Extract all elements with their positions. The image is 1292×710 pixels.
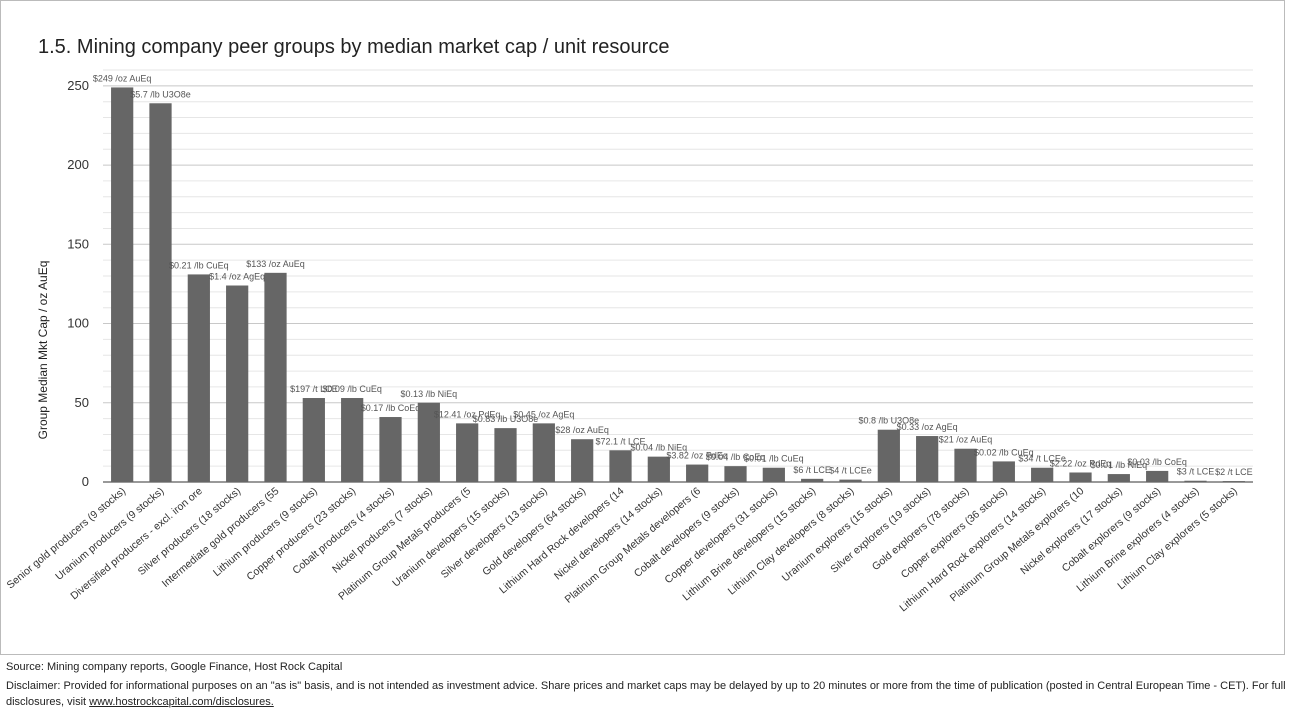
chart-title: 1.5. Mining company peer groups by media… [38,36,669,58]
data-label: $0.45 /oz AgEq [513,409,574,419]
data-label: $0.8 /lb U3O8e [859,416,920,426]
bar [724,466,747,482]
bar [571,439,594,482]
y-tick-label: 50 [75,395,89,410]
bar [1069,472,1092,482]
bar [1146,470,1169,482]
data-label: $5.7 /lb U3O8e [130,89,191,99]
source: Source: Mining company reports, Google F… [6,661,343,673]
data-label: $0.21 /lb CuEq [169,260,229,270]
data-label: $2.22 /oz PdEq [1050,458,1112,468]
data-label: $0.09 /lb CuEq [322,384,382,394]
disclosure-link[interactable]: www.hostrockcapital.com/disclosures. [89,696,274,708]
bar [762,467,785,482]
data-label: $4 /t LCEe [829,466,872,476]
data-label: $133 /oz AuEq [246,259,305,269]
data-label: $0.83 /lb U3O8e [473,414,539,424]
bar [609,450,632,482]
bar [801,478,824,482]
bar [532,423,555,482]
bar [877,429,900,482]
y-tick-label: 100 [67,316,89,331]
bar [264,272,287,482]
data-label: $0.01 /lb CuEq [744,454,804,464]
bar [1107,474,1130,482]
data-label: $3.82 /oz PdEq [666,451,728,461]
data-label: $28 /oz AuEq [555,425,609,435]
bar [1031,467,1054,482]
bar [954,448,977,482]
bar [456,423,479,482]
data-label: $2 /t LCE [1215,467,1253,477]
data-label: $3 /t LCE [1177,467,1215,477]
bar [916,436,939,482]
bar [341,398,364,482]
data-label: $6 /t LCE [793,465,831,475]
bar [149,103,172,483]
data-label: $0.13 /lb NiEq [401,389,458,399]
data-label: $0.02 /lb CuEq [974,447,1034,457]
bar [226,285,249,482]
y-tick-label: 250 [67,78,89,93]
chart: 1.5. Mining company peer groups by media… [5,36,1253,614]
bar [187,274,210,482]
data-label: $197 /t LCE [290,384,338,394]
y-tick-label: 0 [82,474,89,489]
data-label: $21 /oz AuEq [939,435,993,445]
bar [1222,481,1245,482]
data-label: $0.17 /lb CoEq [361,403,421,413]
data-label: $12.41 /oz PdEq [434,409,501,419]
y-tick-label: 150 [67,236,89,251]
bar [417,402,440,482]
bar [111,87,134,482]
chart-frame [0,0,1285,655]
data-label: $34 /t LCEe [1018,454,1066,464]
disclaimer: Disclaimer: Provided for informational p… [6,680,1286,708]
data-label: $0.03 /lb CoEq [1127,457,1187,467]
y-tick-label: 200 [67,157,89,172]
x-tick-label: Platinum Group Metals developers (6 [563,485,704,606]
data-label: $0.04 /lb CoEq [706,452,766,462]
data-label: $249 /oz AuEq [93,73,152,83]
bar [686,464,709,482]
y-axis-label: Group Median Mkt Cap / oz AuEq [36,261,50,440]
bar [647,456,670,482]
data-label: $0.01 /lb NiEq [1091,460,1148,470]
bar [1184,480,1207,482]
bar [302,398,325,482]
data-label: $72.1 /t LCE [595,436,645,446]
data-label: $0.04 /lb NiEq [631,443,688,453]
bar [839,479,862,482]
data-label: $0.33 /oz AgEq [897,422,958,432]
disclaimer-block: Disclaimer: Provided for informational p… [6,678,1290,710]
bar [992,461,1015,482]
data-label: $1.4 /oz AgEq [209,272,265,282]
bar [494,428,517,482]
bar [379,417,402,482]
